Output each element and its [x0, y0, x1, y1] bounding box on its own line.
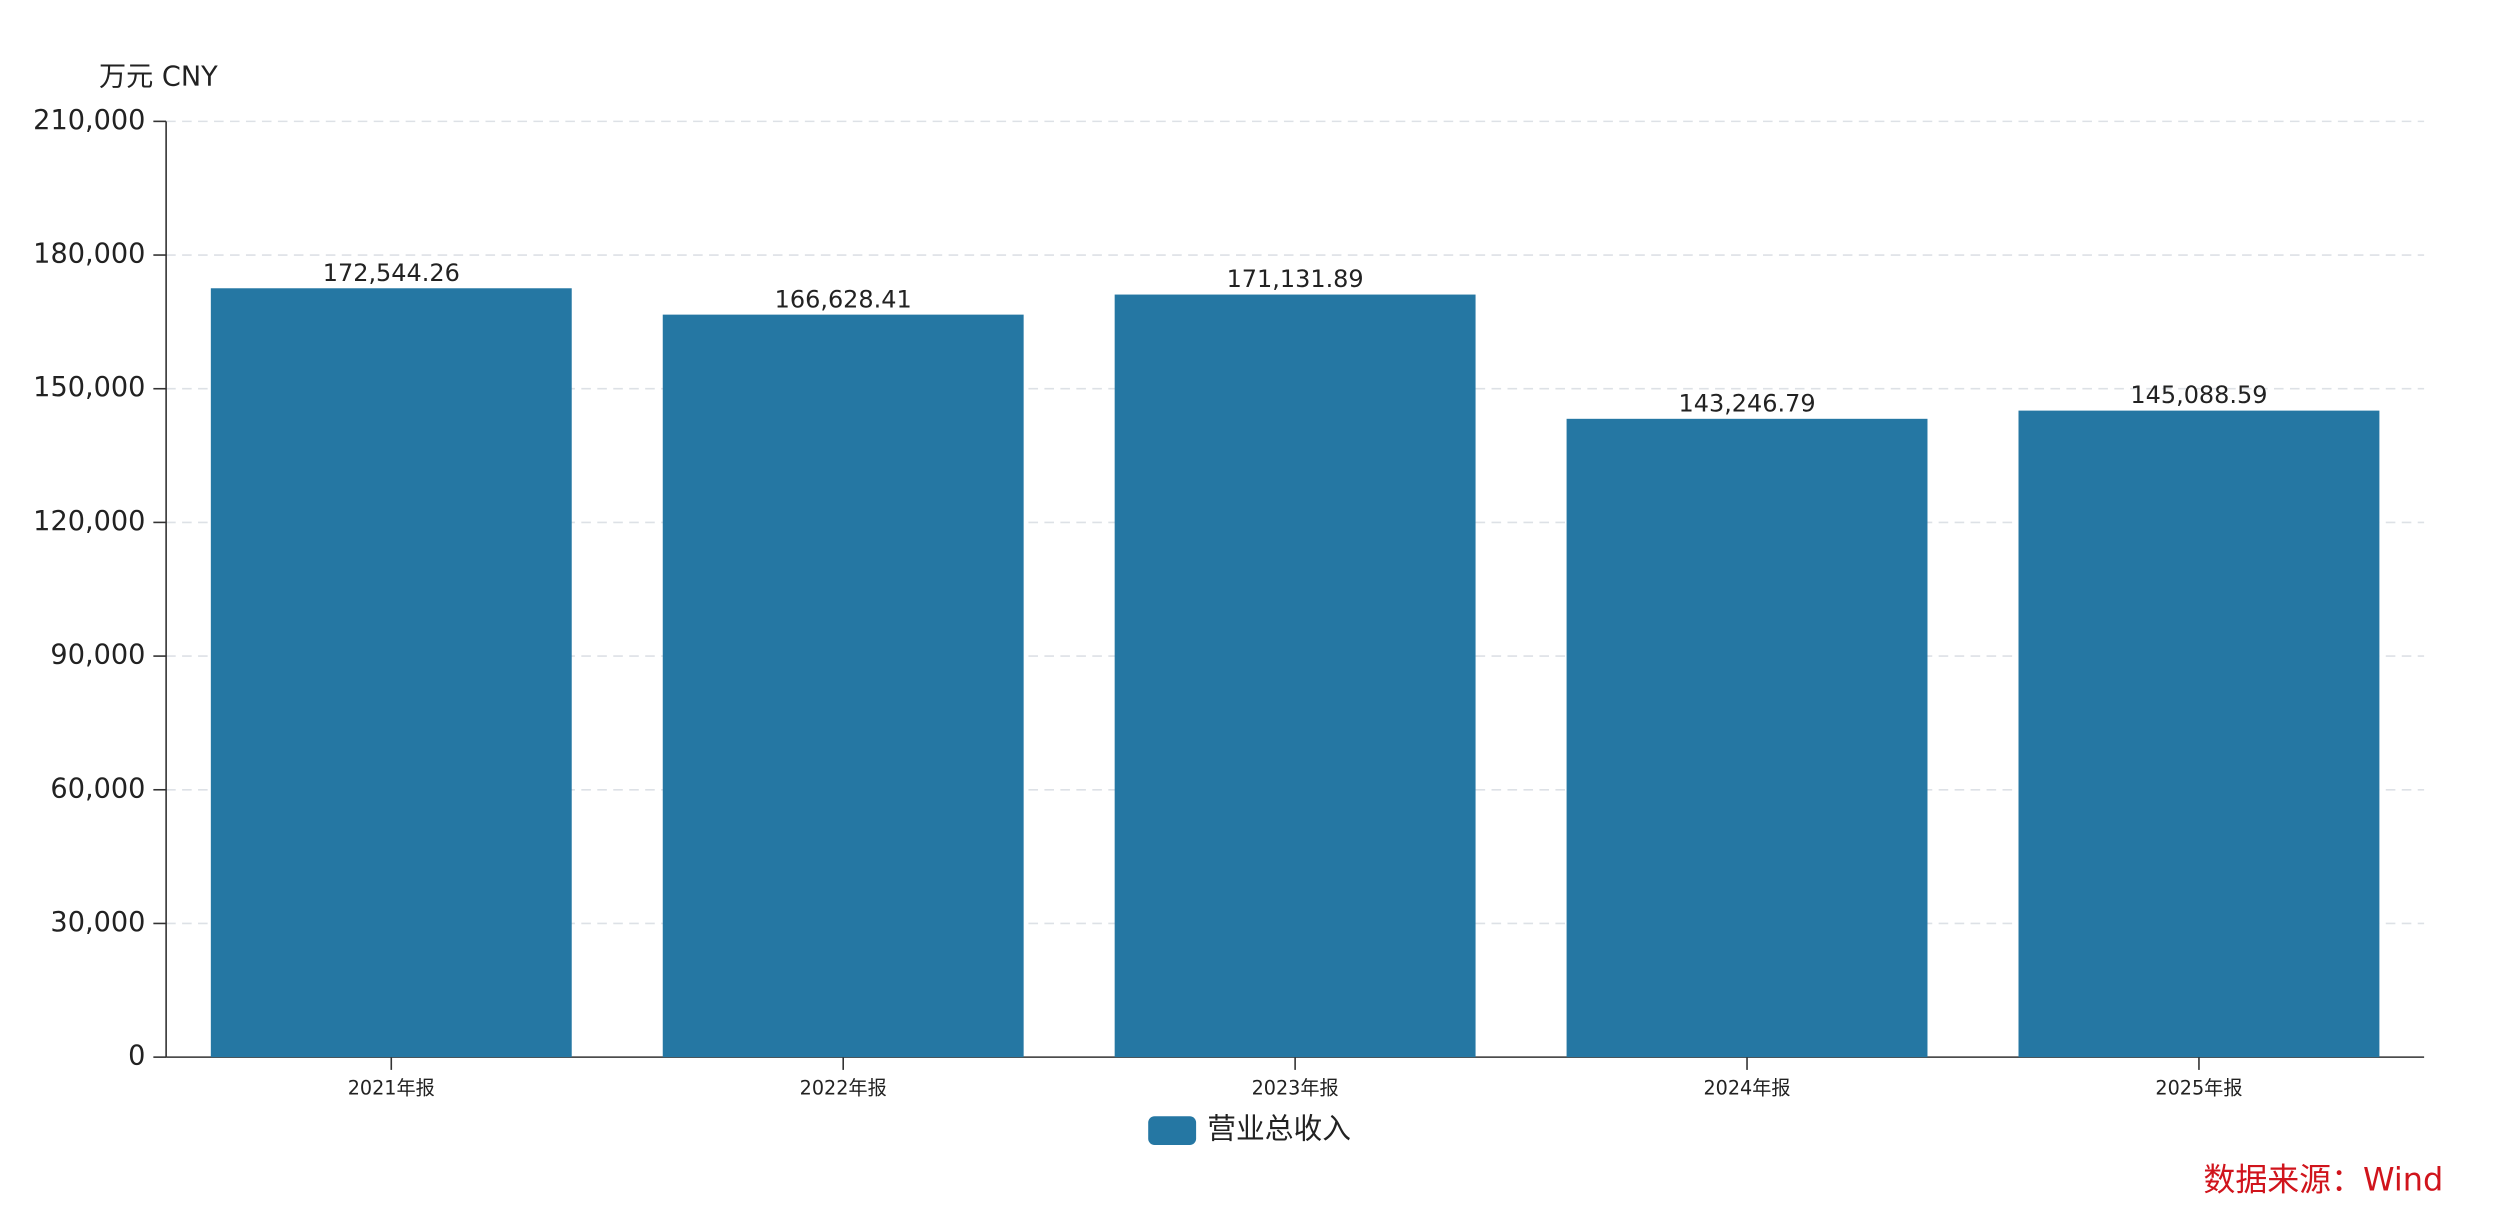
y-tick-label: 60,000: [50, 773, 145, 804]
y-tick-label: 90,000: [50, 640, 145, 671]
unit-label: 万元 CNY: [99, 62, 218, 93]
x-tick-label: 2025年报: [2155, 1077, 2242, 1100]
legend-label: 营业总收入: [1207, 1112, 1351, 1146]
value-label: 171,131.89: [1227, 265, 1364, 293]
y-tick-label: 180,000: [33, 239, 145, 270]
bar: [662, 314, 1024, 1058]
x-tick-label: 2023年报: [1252, 1077, 1339, 1100]
bar: [1114, 294, 1476, 1058]
bar: [1566, 418, 1928, 1058]
x-tick-label: 2022年报: [800, 1077, 887, 1100]
value-label: 145,088.59: [2130, 381, 2267, 409]
y-tick-label: 210,000: [33, 105, 145, 136]
y-tick-label: 30,000: [50, 907, 145, 938]
legend-swatch: [1148, 1116, 1197, 1145]
y-tick-label: 150,000: [33, 372, 145, 403]
source-note: 数据来源：Wind: [2203, 1161, 2443, 1199]
value-label: 172,544.26: [323, 259, 460, 287]
y-tick-label: 120,000: [33, 506, 145, 537]
value-label: 143,246.79: [1679, 389, 1816, 417]
value-label: 166,628.41: [775, 285, 912, 313]
x-tick-label: 2021年报: [348, 1077, 435, 1100]
y-tick-label: 0: [128, 1041, 145, 1072]
bar: [210, 288, 572, 1058]
bar: [2018, 410, 2380, 1058]
x-tick-label: 2024年报: [1703, 1077, 1790, 1100]
